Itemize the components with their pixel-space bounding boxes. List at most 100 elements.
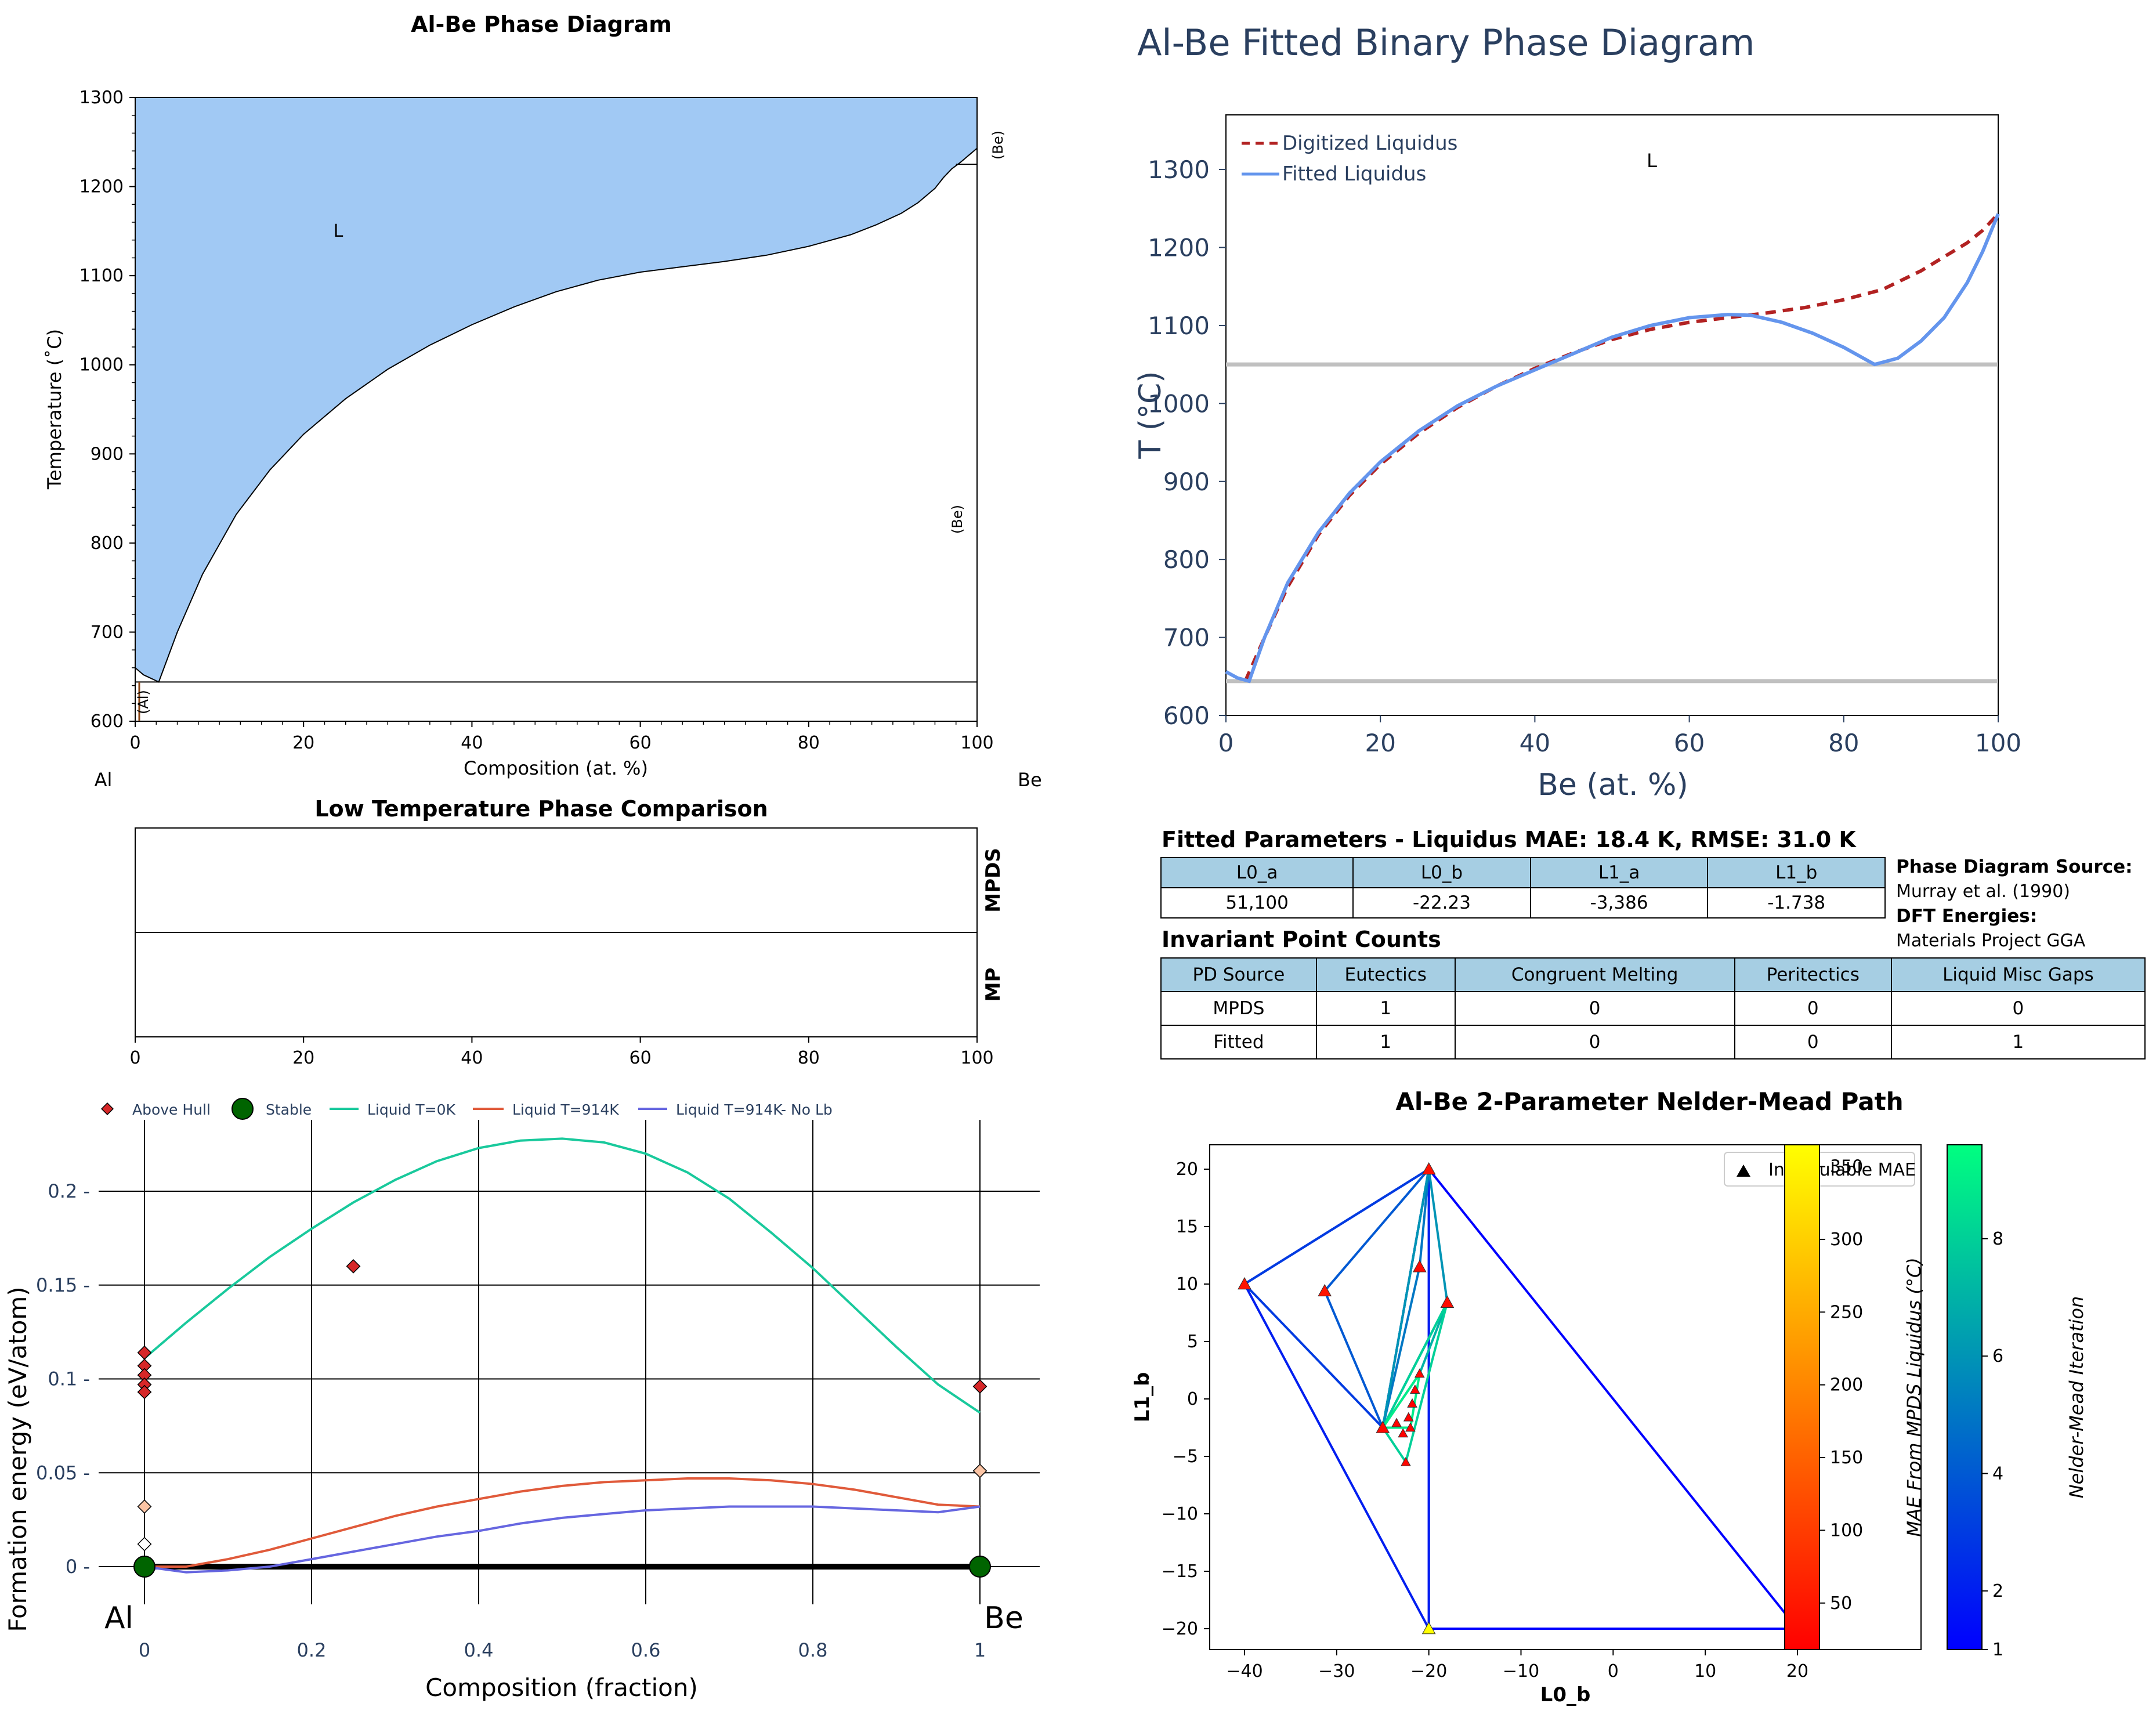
- hull-left-element: Al: [104, 1601, 133, 1636]
- nm-y-tick-label: 10: [1176, 1274, 1198, 1294]
- simplex-triangle: [1381, 1301, 1449, 1465]
- lowt-title: Low Temperature Phase Comparison: [314, 796, 768, 822]
- liquid-0k-line: [143, 1137, 981, 1414]
- liquid-914k-nolb-line: [144, 1505, 981, 1574]
- fit-y-tick-label: 1200: [1148, 234, 1210, 262]
- hull-y-tick-label: 0.05 -: [36, 1462, 90, 1484]
- fit-x-tick-label: 0: [1218, 729, 1234, 757]
- invariant-table: PD Source Eutectics Congruent Melting Pe…: [1160, 957, 2146, 1060]
- params-header-cell: L1_a: [1529, 857, 1709, 888]
- invariant-cell: 1: [1315, 1025, 1456, 1060]
- simplex-vertex: [1398, 1428, 1409, 1438]
- pd-left-element: Al: [95, 769, 113, 791]
- phase-diagram-chart: Al-Be Phase Diagram 0 20 40 60 80 100 600 700 80…: [44, 12, 1042, 791]
- invariant-row: Fitted 1 0 0 1: [1160, 1025, 2146, 1060]
- fit-y-tick-label: 800: [1163, 545, 1210, 574]
- simplex-vertex: [1376, 1420, 1390, 1433]
- lowt-x-tick-label: 40: [461, 1048, 483, 1068]
- pd-y-tick-label: 1000: [79, 355, 124, 375]
- lowt-x-tick-label: 100: [960, 1048, 993, 1068]
- fit-y-tick-label: 900: [1163, 468, 1210, 496]
- nm-y-tick-label: −10: [1162, 1504, 1198, 1524]
- hull-xlabel: Composition (fraction): [425, 1673, 698, 1702]
- invariant-header-cell: Eutectics: [1315, 957, 1456, 992]
- invariant-cell: 0: [1890, 991, 2146, 1026]
- mae-colorbar-tick-label: 200: [1830, 1375, 1863, 1395]
- above-hull-point: [972, 1379, 987, 1394]
- hull-grid: [99, 1120, 1040, 1604]
- fit-plot-frame: [1225, 114, 1999, 716]
- fitted-liquidus-line: [1225, 213, 2000, 684]
- fit-x-tick-label: 40: [1520, 729, 1550, 757]
- iteration-colorbar-label: Nelder-Mead Iteration: [2065, 1296, 2088, 1499]
- low-temp-comparison-chart: Low Temperature Phase Comparison MPDS MP…: [129, 796, 1005, 1068]
- simplex-vertex: [1414, 1368, 1425, 1378]
- pd-right-element: Be: [1018, 769, 1042, 791]
- nm-x-tick-label: 10: [1694, 1661, 1716, 1682]
- pd-ylabel: Temperature (˚C): [44, 329, 66, 490]
- params-header-cell: L1_b: [1707, 857, 1886, 888]
- params-value-cell: -1.738: [1707, 887, 1886, 919]
- lowt-x-tick-label: 20: [292, 1048, 314, 1068]
- simplex-vertex: [1421, 1621, 1436, 1635]
- simplex-vertex: [1421, 1162, 1436, 1175]
- iteration-colorbar-tick-label: 2: [1992, 1581, 2003, 1601]
- nm-y-tick-label: 20: [1176, 1159, 1198, 1180]
- mae-colorbar-label: MAE From MPDS Liquidus (°C): [1903, 1257, 1925, 1536]
- simplex-vertex: [1238, 1277, 1251, 1290]
- nm-x-tick-label: 20: [1786, 1661, 1808, 1682]
- params-header-cell: L0_b: [1352, 857, 1531, 888]
- iteration-colorbar-ticks: 1 2 4 6 8: [1982, 1229, 2003, 1660]
- simplex-vertex: [1401, 1456, 1411, 1466]
- invariant-cell: 1: [1890, 1025, 2146, 1060]
- nm-x-tick-label: 0: [1608, 1661, 1619, 1682]
- params-table: L0_a L0_b L1_a L1_b 51,100 -22.23 -3,386…: [1160, 857, 1886, 919]
- fit-y-tick-label: 1000: [1148, 389, 1210, 418]
- nm-y-tick-label: 5: [1187, 1332, 1198, 1352]
- pd-be-phase-label-top: (Be): [990, 131, 1006, 160]
- source-info: Phase Diagram Source: Murray et al. (199…: [1896, 855, 2133, 953]
- legend-incalculable-marker: [1737, 1165, 1750, 1177]
- simplex-vertex: [1403, 1412, 1414, 1422]
- nm-y-tick-label: −5: [1173, 1447, 1198, 1467]
- fit-axis-ticks: 0 20 40 60 80 100 600 700 800 900 1000 1100 1200 1300: [1148, 156, 2021, 757]
- lowt-x-tick-label: 60: [630, 1048, 652, 1068]
- legend-digitized-label: Digitized Liquidus: [1282, 132, 1457, 155]
- above-hull-point: [137, 1536, 152, 1552]
- formation-energy-chart: 0 0.2 0.4 0.6 0.8 10 -0.05 -0.1 -0.15 -0.2 - …: [3, 1098, 1040, 1702]
- liquid-region: [135, 97, 977, 682]
- simplex-vertex: [1405, 1422, 1416, 1432]
- mae-colorbar: [1784, 1144, 1820, 1650]
- stable-point: [133, 1556, 155, 1578]
- pd-be-phase-label-mid: (Be): [949, 505, 965, 534]
- hull-y-tick-label: 0.15 -: [36, 1274, 90, 1296]
- legend-stable-label: Stable: [266, 1101, 312, 1118]
- liquid-914k-line: [144, 1477, 981, 1568]
- lowt-row-mpds: MPDS: [982, 848, 1005, 912]
- hull-lines: [143, 1137, 981, 1574]
- mae-colorbar-tick-label: 250: [1830, 1302, 1863, 1322]
- mae-colorbar-tick-label: 50: [1830, 1593, 1852, 1614]
- stable-point: [969, 1556, 991, 1578]
- invariant-header-cell: Liquid Misc Gaps: [1890, 957, 2146, 992]
- invariant-cell: 0: [1454, 991, 1735, 1026]
- pd-y-tick-label: 1100: [79, 266, 124, 286]
- simplex-triangle: [1380, 1373, 1421, 1429]
- mae-colorbar-tick-label: 100: [1830, 1520, 1863, 1541]
- iteration-colorbar-tick-label: 4: [1992, 1464, 2003, 1484]
- legend-nolb-label: Liquid T=914K- No Lb: [676, 1101, 833, 1118]
- params-header-row: L0_a L0_b L1_a L1_b: [1160, 857, 1886, 888]
- fit-x-tick-label: 60: [1674, 729, 1705, 757]
- pd-title: Al-Be Phase Diagram: [411, 12, 672, 37]
- invariant-cell: Fitted: [1160, 1025, 1317, 1060]
- simplex-vertex: [1391, 1418, 1402, 1427]
- fit-y-tick-label: 700: [1163, 624, 1210, 652]
- above-hull-point: [972, 1463, 987, 1478]
- pd-y-tick-label: 1200: [79, 177, 124, 197]
- fitted-phase-diagram-chart: Al-Be Fitted Binary Phase Diagram 0 20 40 6…: [1133, 21, 2021, 802]
- fit-lines: [1225, 212, 2000, 684]
- invariant-cell: 0: [1734, 991, 1892, 1026]
- invariant-header-cell: Congruent Melting: [1454, 957, 1735, 992]
- hull-y-tick-label: 0.2 -: [48, 1180, 90, 1202]
- nm-legend: Incalculable MAE: [1724, 1152, 1916, 1187]
